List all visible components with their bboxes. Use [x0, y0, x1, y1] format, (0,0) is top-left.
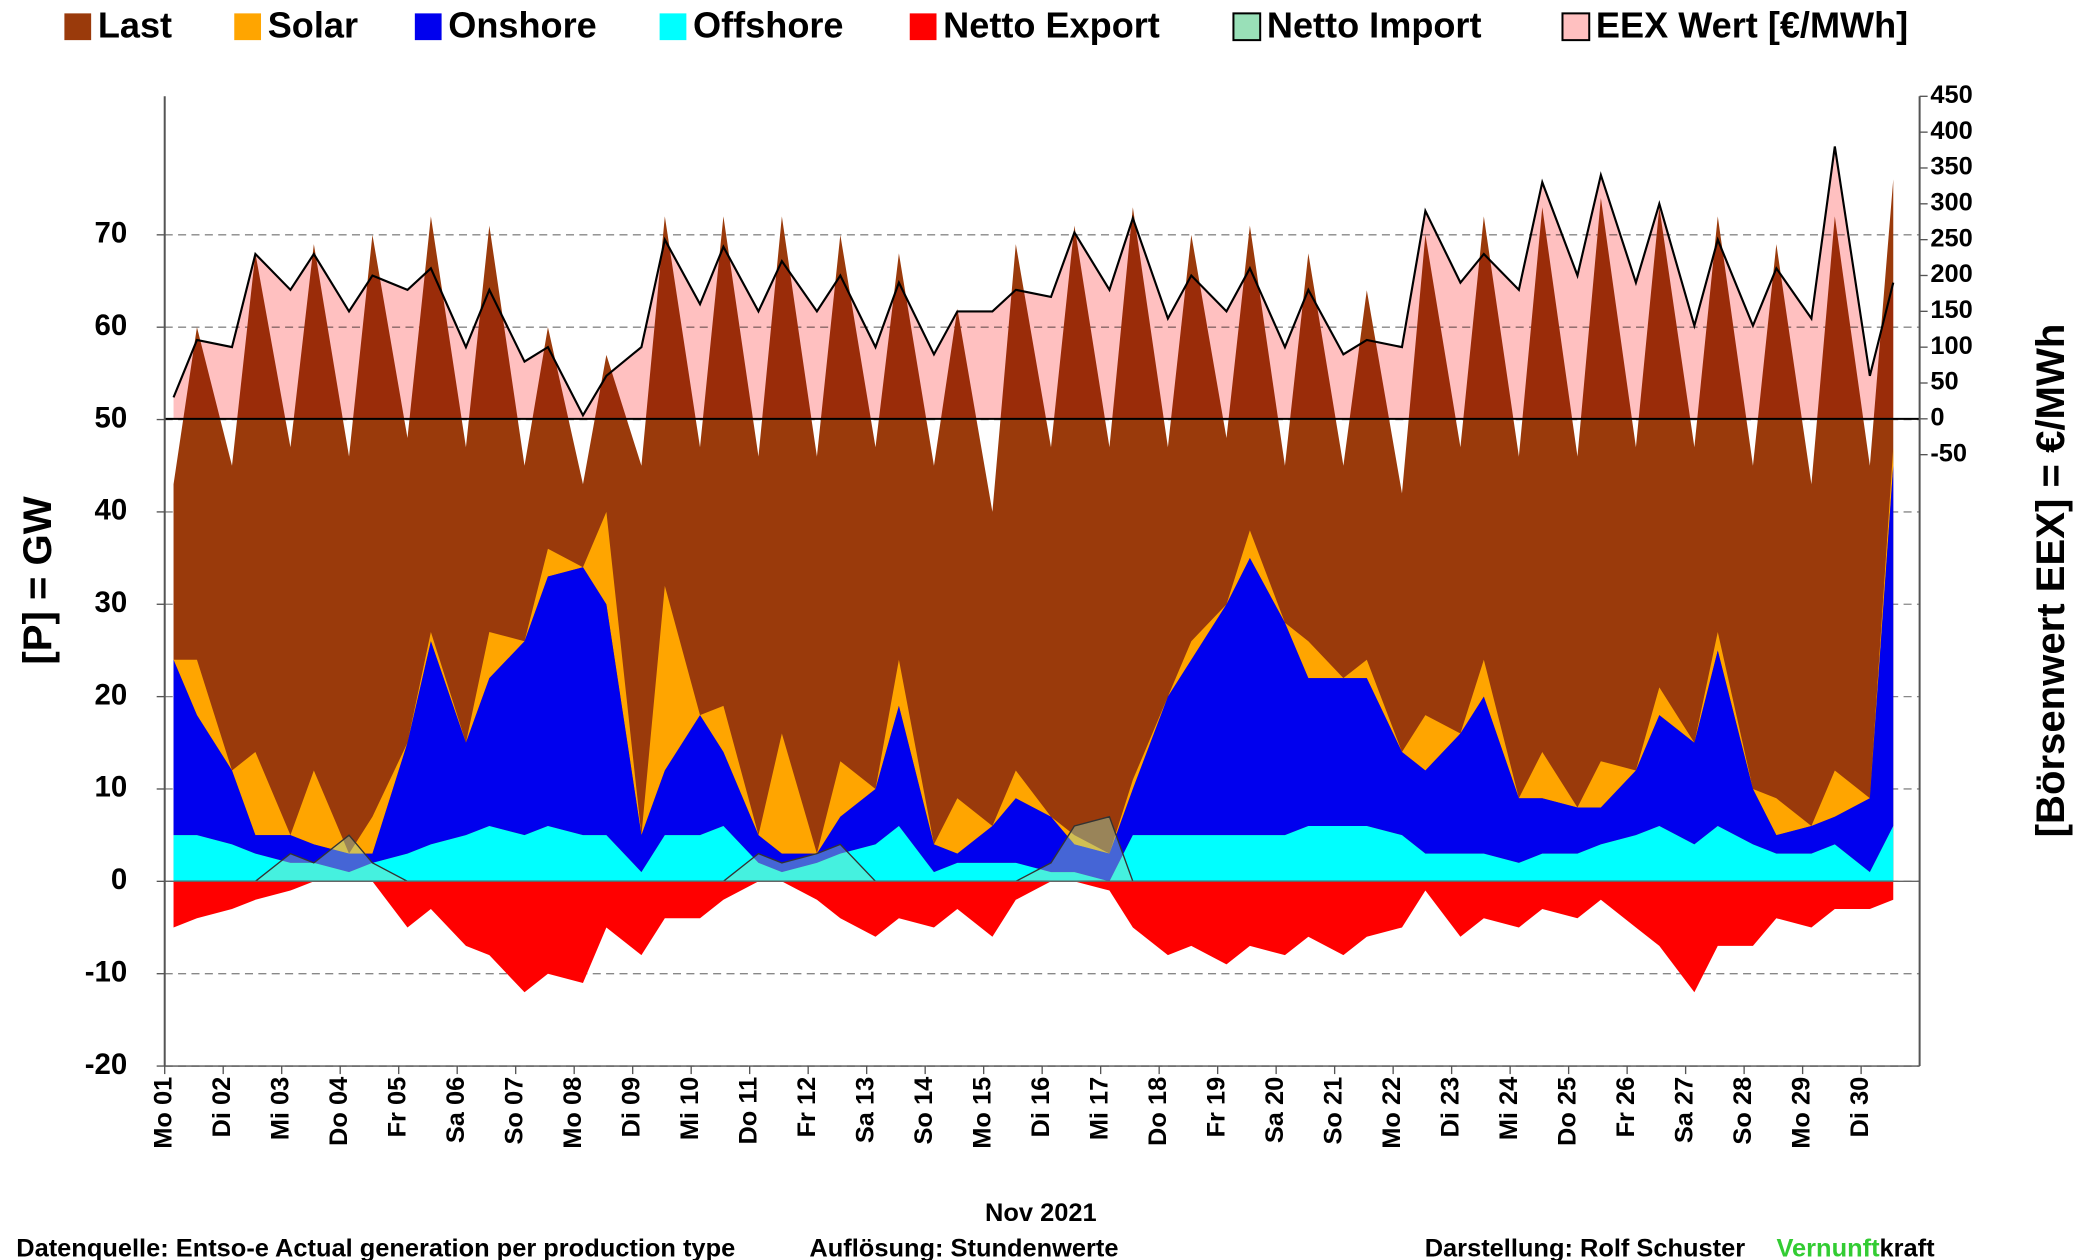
legend-swatch	[909, 13, 937, 41]
y-tick-label: 40	[95, 494, 128, 527]
area-netto-export	[173, 881, 1894, 993]
y2-tick-label: -50	[1930, 439, 1967, 467]
footer-brand: kraft	[1880, 1234, 1936, 1260]
footer: Datenquelle: Entso-e Actual generation p…	[16, 1234, 1935, 1260]
legend-label: Offshore	[693, 5, 843, 46]
legend-swatch	[1561, 12, 1591, 42]
x-tick-label: Do 04	[325, 1077, 353, 1146]
x-tick-label: Sa 20	[1261, 1077, 1289, 1143]
legend-label: Netto Export	[943, 5, 1160, 46]
x-tick-label: So 07	[500, 1077, 528, 1145]
legend-label: Onshore	[448, 5, 596, 46]
y-tick-label: 60	[95, 309, 128, 342]
x-tick-label: Fr 26	[1612, 1077, 1640, 1138]
axes: -20 -10 0 10 20 30 40 50 60 70 -50 0 50 100 150 200 250 3…	[85, 81, 1973, 1149]
x-tick-label: So 28	[1729, 1077, 1757, 1145]
x-tick-label: Mo 01	[149, 1077, 177, 1149]
x-tick-label: Mi 10	[676, 1077, 704, 1141]
x-tick-label: Fr 05	[383, 1077, 411, 1138]
y-tick-label: 20	[95, 678, 128, 711]
y2-tick-label: 300	[1930, 189, 1972, 217]
y2-tick-label: 50	[1930, 368, 1958, 396]
x-tick-label: Fr 12	[793, 1077, 821, 1138]
x-tick-label: Mo 29	[1787, 1077, 1815, 1149]
y-axis-title: [P] = GW	[15, 496, 60, 664]
x-tick-label: Sa 27	[1670, 1077, 1698, 1143]
legend-swatch	[234, 13, 262, 41]
x-tick-label: Do 18	[1144, 1077, 1172, 1146]
plot-area	[164, 146, 1920, 993]
y2-tick-label: 450	[1930, 81, 1972, 109]
eex-line	[172, 146, 1895, 418]
y2-tick-label: 150	[1930, 296, 1972, 324]
x-tick-label: Di 02	[208, 1077, 236, 1138]
x-tick-label: Sa 13	[851, 1077, 879, 1143]
x-tick-label: Mi 03	[266, 1077, 294, 1141]
x-tick-label: Mo 15	[968, 1077, 996, 1149]
y2-axis-title: [Börsenwert EEX] = €/MWh	[2028, 324, 2073, 838]
legend-label: Netto Import	[1267, 5, 1482, 46]
y2-tick-label: 250	[1930, 224, 1972, 252]
y2-tick-label: 100	[1930, 332, 1972, 360]
y2-tick-label: 0	[1930, 404, 1944, 432]
y-tick-label: 10	[95, 771, 128, 804]
area-solar	[173, 447, 1894, 854]
x-axis-title: Nov 2021	[985, 1199, 1097, 1227]
legend-swatch	[1232, 12, 1262, 42]
footer-resolution: Auflösung: Stundenwerte	[809, 1234, 1118, 1260]
legend-label: Last	[98, 5, 172, 46]
area-offshore	[173, 825, 1894, 882]
legend-swatch	[414, 13, 442, 41]
area-onshore	[173, 465, 1894, 882]
y-tick-label: -20	[85, 1048, 128, 1081]
y-tick-label: 30	[95, 586, 128, 619]
y2-tick-label: 400	[1930, 117, 1972, 145]
y-tick-label: 70	[95, 217, 128, 250]
legend-swatch	[659, 13, 687, 41]
legend-label: Solar	[268, 5, 358, 46]
footer-source: Datenquelle: Entso-e Actual generation p…	[16, 1234, 735, 1260]
x-tick-label: Sa 06	[442, 1077, 470, 1143]
legend-label: EEX Wert [€/MWh]	[1596, 5, 1908, 46]
y-tick-label: 0	[111, 863, 127, 896]
x-tick-label: Fr 19	[1202, 1077, 1230, 1138]
footer-brand: Vernunft	[1776, 1234, 1880, 1260]
x-tick-label: Di 23	[1436, 1077, 1464, 1138]
x-tick-label: Do 11	[734, 1077, 762, 1145]
x-tick-label: Di 09	[617, 1077, 645, 1138]
x-tick-label: Di 30	[1846, 1077, 1874, 1138]
x-tick-label: So 14	[910, 1077, 938, 1145]
y2-tick-label: 350	[1930, 153, 1972, 181]
legend: Last Solar Onshore Offshore Netto Export Nett…	[64, 5, 1908, 46]
x-tick-label: Mo 22	[1378, 1077, 1406, 1149]
x-tick-label: Mo 08	[559, 1077, 587, 1149]
y-tick-label: -10	[85, 955, 128, 988]
y-tick-label: 50	[95, 401, 128, 434]
x-tick-label: Mi 24	[1495, 1077, 1523, 1141]
x-tick-label: Mi 17	[1085, 1077, 1113, 1141]
x-tick-label: So 21	[1319, 1077, 1347, 1145]
legend-swatch	[64, 13, 92, 41]
x-tick-label: Do 25	[1553, 1077, 1581, 1146]
footer-author: Darstellung: Rolf Schuster	[1425, 1234, 1746, 1260]
area-eex-wert-mwh	[173, 146, 1894, 419]
y2-tick-label: 200	[1930, 260, 1972, 288]
x-tick-label: Di 16	[1027, 1077, 1055, 1138]
